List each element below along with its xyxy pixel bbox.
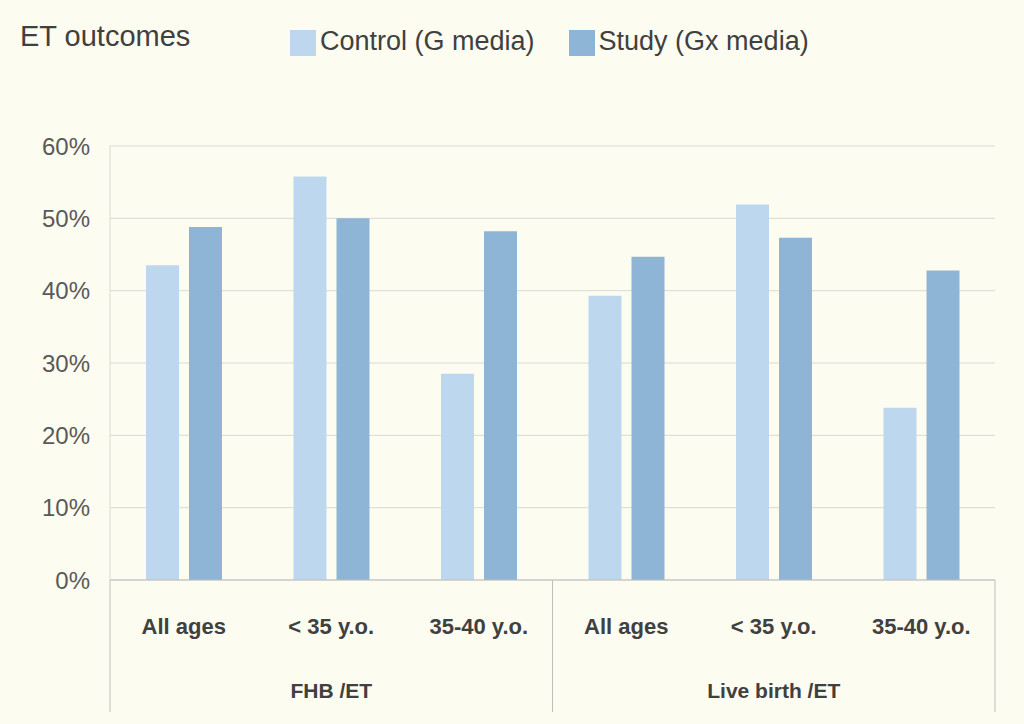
- svg-text:< 35 y.o.: < 35 y.o.: [731, 614, 817, 639]
- html-text:ET outcomes: ET outcomes: [20, 20, 191, 52]
- svg-text:< 35 y.o.: < 35 y.o.: [288, 614, 374, 639]
- svg-text:10%: 10%: [42, 494, 90, 521]
- svg-text:All ages: All ages: [142, 614, 226, 639]
- svg-text:0%: 0%: [55, 567, 90, 594]
- svg-text:60%: 60%: [42, 133, 90, 160]
- svg-text:35-40 y.o.: 35-40 y.o.: [429, 614, 528, 639]
- html-text:Study (Gx media): Study (Gx media): [598, 26, 809, 56]
- svg-text:40%: 40%: [42, 277, 90, 304]
- svg-text:35-40 y.o.: 35-40 y.o.: [872, 614, 971, 639]
- svg-text:30%: 30%: [42, 350, 90, 377]
- svg-text:50%: 50%: [42, 205, 90, 232]
- svg-text:All ages: All ages: [584, 614, 668, 639]
- html-text:Control (G media): Control (G media): [320, 26, 535, 56]
- svg-text:Live birth /ET: Live birth /ET: [707, 679, 840, 702]
- svg-text:FHB /ET: FHB /ET: [290, 679, 372, 702]
- svg-text:20%: 20%: [42, 422, 90, 449]
